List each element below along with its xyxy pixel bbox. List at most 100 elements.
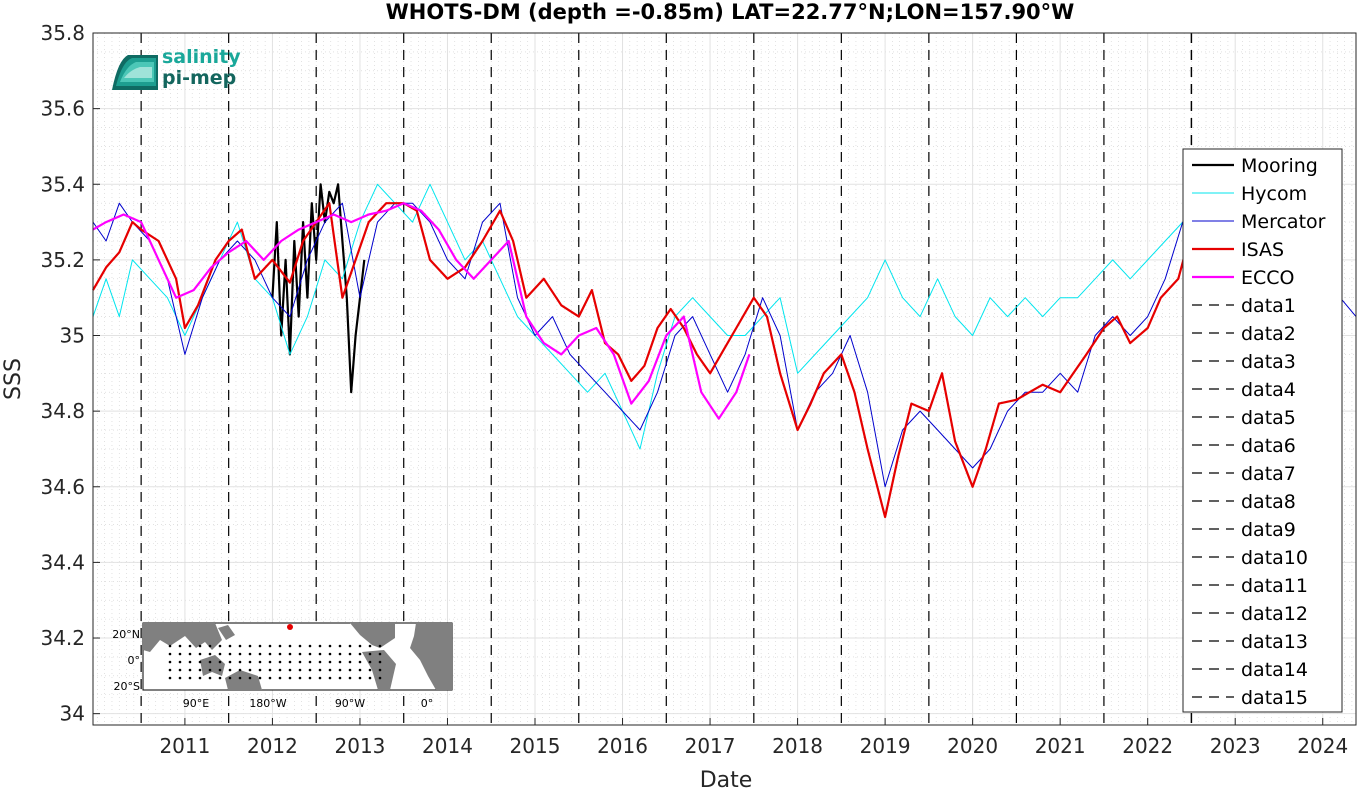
buoy-dot (368, 668, 372, 672)
buoy-dot (248, 652, 252, 656)
buoy-dot (168, 644, 172, 648)
buoy-dot (328, 660, 332, 664)
buoy-dot (228, 644, 232, 648)
logo-text-salinity: salinity (162, 46, 241, 68)
buoy-dot (228, 660, 232, 664)
y-tick-label: 34.4 (40, 550, 85, 574)
buoy-dot (358, 644, 362, 648)
buoy-dot (248, 660, 252, 664)
buoy-dot (198, 668, 202, 672)
legend-label-isas: ISAS (1241, 239, 1284, 261)
buoy-dot (338, 644, 342, 648)
buoy-dot (328, 644, 332, 648)
legend-label-data3: data3 (1241, 351, 1296, 373)
buoy-dot (328, 652, 332, 656)
buoy-dot (318, 676, 322, 680)
buoy-dot (268, 652, 272, 656)
buoy-dot (288, 668, 292, 672)
buoy-dot (168, 668, 172, 672)
legend-label-data1: data1 (1241, 295, 1296, 317)
legend-label-data9: data9 (1241, 519, 1296, 541)
buoy-dot (228, 652, 232, 656)
buoy-dot (278, 668, 282, 672)
legend-label-data6: data6 (1241, 435, 1296, 457)
x-axis-label: Date (700, 768, 753, 790)
legend-label-data13: data13 (1241, 631, 1308, 653)
map-ylabel-20n: 20°N (112, 628, 140, 641)
legend-label-hycom: Hycom (1241, 183, 1307, 205)
y-tick-label: 35.4 (40, 172, 85, 196)
map-xlabel-90w: 90°W (335, 697, 365, 710)
series-hycom (92, 183, 1184, 450)
y-tick-label: 34.8 (40, 399, 85, 423)
x-tick-label: 2016 (597, 734, 648, 758)
buoy-dot (268, 676, 272, 680)
legend-label-data8: data8 (1241, 491, 1296, 513)
buoy-dot (308, 660, 312, 664)
buoy-dot (298, 660, 302, 664)
legend-label-data4: data4 (1241, 379, 1296, 401)
buoy-dot (318, 660, 322, 664)
legend-label-data11: data11 (1241, 575, 1308, 597)
legend-label-ecco: ECCO (1241, 267, 1295, 289)
buoy-dot (358, 668, 362, 672)
buoy-dot (208, 676, 212, 680)
buoy-dot (338, 652, 342, 656)
buoy-dot (348, 660, 352, 664)
buoy-dot (318, 668, 322, 672)
buoy-dot (218, 660, 222, 664)
buoy-dot (308, 652, 312, 656)
buoy-dot (218, 676, 222, 680)
series-mercator (92, 183, 1357, 488)
y-tick-label: 34.6 (40, 475, 85, 499)
buoy-dot (238, 644, 242, 648)
buoy-dot (218, 644, 222, 648)
buoy-dot (298, 652, 302, 656)
legend-label-data12: data12 (1241, 603, 1308, 625)
legend-label-data10: data10 (1241, 547, 1308, 569)
buoy-dot (278, 652, 282, 656)
buoy-dot (258, 668, 262, 672)
buoy-dot (218, 668, 222, 672)
buoy-dot (358, 676, 362, 680)
buoy-dot (378, 660, 382, 664)
buoy-dot (188, 644, 192, 648)
salinity-pi-mep-logo: salinity pi-mep (112, 46, 241, 90)
buoy-dot (288, 676, 292, 680)
series-isas (92, 202, 1193, 519)
buoy-dot (348, 668, 352, 672)
legend-label-data14: data14 (1241, 659, 1308, 681)
y-axis-ticks: 34 34.2 34.4 34.6 34.8 35 35.2 35.4 35.6 35.8 (40, 21, 100, 726)
buoy-dot (248, 676, 252, 680)
buoy-dot (198, 676, 202, 680)
buoy-dot (188, 652, 192, 656)
buoy-dot (358, 652, 362, 656)
buoy-dot (208, 644, 212, 648)
buoy-dot (378, 652, 382, 656)
map-ylabel-0: 0° (128, 654, 141, 667)
legend-label-mooring: Mooring (1241, 155, 1318, 177)
buoy-dot (198, 660, 202, 664)
x-tick-label: 2018 (772, 734, 823, 758)
buoy-dot (268, 660, 272, 664)
map-ylabel-20s: 20°S (114, 680, 140, 693)
buoy-dot (348, 644, 352, 648)
inset-map-land (143, 623, 452, 690)
logo-wave-icon (112, 55, 158, 90)
buoy-dot (188, 660, 192, 664)
buoy-dot (188, 676, 192, 680)
buoy-dot (328, 668, 332, 672)
buoy-dot (378, 676, 382, 680)
buoy-dot (368, 660, 372, 664)
buoy-dot (348, 676, 352, 680)
buoy-dot (378, 644, 382, 648)
x-tick-label: 2024 (1297, 734, 1348, 758)
buoy-dot (258, 660, 262, 664)
y-tick-label: 34 (60, 702, 85, 726)
buoy-dot (288, 652, 292, 656)
y-tick-label: 34.2 (40, 626, 85, 650)
buoy-dot (298, 668, 302, 672)
buoy-dot (178, 660, 182, 664)
map-xlabel-180w: 180°W (249, 697, 286, 710)
